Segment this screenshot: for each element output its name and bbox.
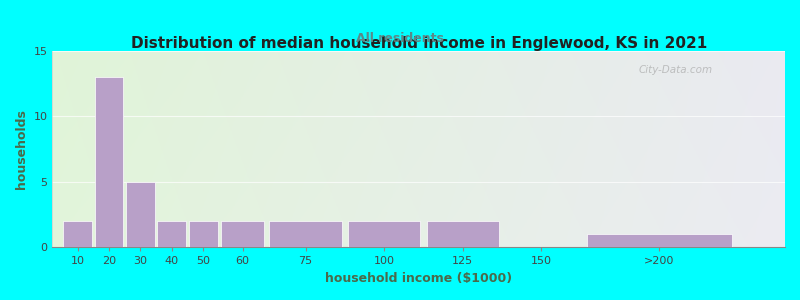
Bar [189,221,218,248]
Bar [158,221,186,248]
Bar [126,182,155,247]
Text: City-Data.com: City-Data.com [638,65,713,75]
X-axis label: household income ($1000): household income ($1000) [325,272,512,285]
Bar [587,234,731,248]
Bar [94,77,123,248]
Bar [426,221,499,248]
Bar [348,221,420,248]
Bar [270,221,342,248]
Bar [221,221,264,248]
Text: All residents: All residents [356,32,444,44]
Y-axis label: households: households [15,109,28,189]
Bar [63,221,92,248]
Title: Distribution of median household income in Englewood, KS in 2021: Distribution of median household income … [130,36,707,51]
